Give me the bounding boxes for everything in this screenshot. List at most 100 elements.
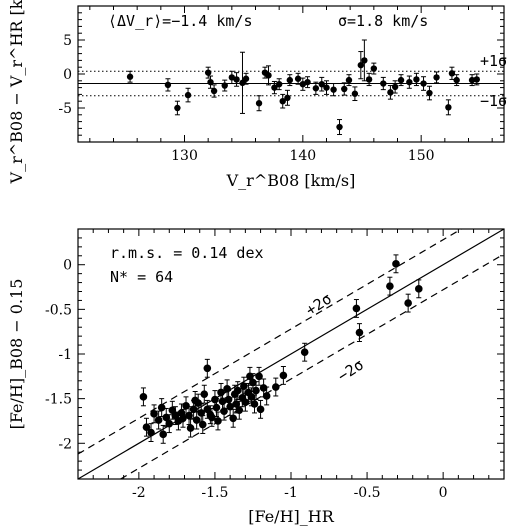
top-data-point [413, 76, 420, 83]
bottom-data-point [200, 390, 209, 398]
top-panel: 130 140 150 -5 0 5 ⟨ΔV_r⟩=−1.4 km/s σ=1.8 km/… [7, 0, 507, 190]
bottom-data-point [352, 304, 361, 313]
bottom-x-tick-label: 0 [439, 485, 448, 501]
top-data-point [380, 80, 387, 87]
bottom-x-axis-label: [Fe/H]_HR [248, 507, 334, 526]
bottom-data-point [185, 411, 193, 420]
bottom-y-tick-label: -1 [58, 347, 72, 363]
bottom-data-point [203, 364, 212, 373]
top-x-tick-label: 140 [289, 148, 316, 164]
top-data-point [357, 61, 365, 69]
top-data-point [126, 73, 134, 80]
top-data-point [184, 91, 192, 99]
bottom-data-point [147, 428, 155, 437]
top-data-point [351, 90, 359, 97]
bottom-ticks: -2 -1.5 -1 -0.5 0 -2 -1.5 -1 -0.5 0 [45, 228, 505, 501]
bottom-data-point [224, 395, 233, 404]
top-data-point [275, 81, 283, 88]
top-data-point [426, 89, 433, 97]
top-data-point [318, 81, 325, 88]
top-y-tick-label: 5 [63, 33, 72, 49]
top-data-point [391, 83, 399, 91]
bottom-identity-line [77, 228, 505, 480]
bottom-data-point [186, 424, 195, 432]
bottom-data-point [271, 383, 280, 391]
bottom-data-point [159, 430, 167, 439]
bottom-y-tick-label: 0 [63, 258, 72, 274]
bottom-data-point [392, 260, 400, 268]
bottom-data-point [259, 384, 268, 392]
top-data-point [204, 69, 212, 76]
top-data-point [271, 84, 278, 91]
bottom-data-point [246, 372, 254, 381]
top-minus-sigma-label: −1σ [480, 92, 507, 110]
bottom-data-point [211, 395, 219, 404]
bottom-data-point [150, 410, 158, 418]
bottom-data-point [212, 403, 221, 412]
bottom-minus2sigma-label: −2σ [334, 356, 367, 386]
bottom-x-tick-label: -0.5 [354, 485, 381, 501]
top-x-tick-label: 150 [408, 148, 435, 164]
top-data-point [304, 78, 311, 86]
top-data-point [433, 74, 440, 81]
top-data-point [284, 94, 291, 102]
top-data-point [397, 76, 405, 84]
top-data-point [448, 70, 456, 77]
bottom-data-point [235, 406, 244, 415]
top-plus-sigma-label: +1σ [480, 52, 507, 70]
bottom-data-point [165, 419, 174, 428]
top-data-point [370, 65, 378, 72]
top-data-point [365, 76, 373, 83]
top-data-point [242, 75, 250, 82]
bottom-data-point [182, 401, 190, 410]
top-data-point [341, 85, 348, 93]
bottom-data-point [214, 417, 222, 425]
bottom-data-point [252, 386, 260, 395]
bottom-data-point [142, 423, 151, 432]
top-x-tick-label: 130 [171, 148, 198, 164]
bottom-data-point [226, 402, 234, 411]
bottom-data-point [179, 414, 187, 423]
top-y-tick-label: 0 [63, 67, 72, 83]
top-data-point [174, 104, 181, 112]
bottom-data-point [249, 378, 257, 387]
bottom-data-point [250, 400, 259, 408]
top-data-point [345, 76, 353, 84]
bottom-data-point [415, 285, 423, 293]
bottom-data-point [162, 413, 171, 422]
bottom-data-point [139, 393, 148, 401]
top-data-point [330, 86, 337, 93]
bottom-data-point [191, 396, 199, 405]
bottom-data-point [279, 371, 288, 380]
bottom-points [139, 254, 423, 444]
bottom-plus2sigma-label: +2σ [302, 290, 335, 320]
bottom-y-tick-label: -2 [58, 436, 72, 452]
bottom-data-point [386, 282, 394, 290]
top-data-point [473, 76, 480, 83]
bottom-data-point [157, 403, 166, 412]
top-data-point [323, 84, 330, 91]
bottom-data-point [241, 398, 250, 407]
bottom-x-tick-label: -1.5 [201, 485, 228, 501]
bottom-data-point [223, 385, 231, 393]
top-data-point [255, 100, 263, 107]
top-data-point [207, 78, 214, 86]
bottom-x-tick-label: -1 [284, 485, 298, 501]
top-data-point [265, 72, 272, 79]
bottom-plus2sigma-line [77, 228, 462, 455]
bottom-data-point [229, 414, 237, 423]
top-y-axis-label: V_r^B08 − V_r^HR [km/s] [7, 0, 26, 184]
top-data-point [233, 76, 240, 83]
top-data-point [406, 78, 413, 86]
bottom-fit-lines [77, 228, 505, 480]
top-points [126, 39, 480, 136]
bottom-data-point [154, 416, 163, 424]
top-data-point [445, 104, 452, 111]
bottom-x-tick-label: -2 [132, 485, 146, 501]
bottom-data-point [255, 372, 263, 381]
bottom-data-point [256, 405, 265, 414]
bottom-y-tick-label: -0.5 [45, 302, 72, 318]
bottom-data-point [192, 416, 201, 424]
bottom-data-point [355, 328, 364, 337]
